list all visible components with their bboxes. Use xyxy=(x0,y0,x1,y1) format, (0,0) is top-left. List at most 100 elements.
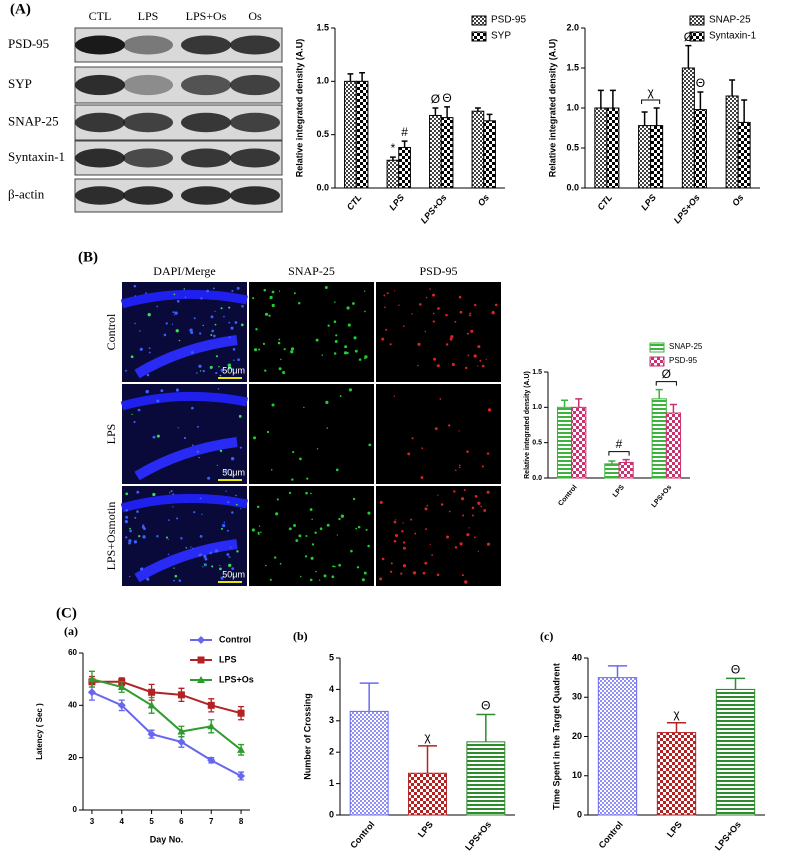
stain-dot xyxy=(395,519,397,521)
error-bar xyxy=(608,460,616,464)
error-bar xyxy=(486,113,493,121)
micrograph xyxy=(249,282,374,382)
stain-dot xyxy=(354,349,358,353)
stain-dot xyxy=(367,511,371,515)
annotation: Θ xyxy=(731,663,740,677)
stain-dot xyxy=(367,544,370,548)
image-column-label: SNAP-25 xyxy=(288,264,335,278)
dapi-band xyxy=(134,335,238,379)
series-line xyxy=(91,691,242,777)
marker xyxy=(147,701,156,709)
bar xyxy=(656,732,697,816)
y-tick-label: 0 xyxy=(73,805,78,814)
stain-dot xyxy=(133,420,136,424)
error-bar xyxy=(725,677,746,690)
stain-dot xyxy=(336,534,338,536)
stain-dot xyxy=(255,328,258,331)
x-tick-label: 7 xyxy=(209,817,214,826)
stain-dot xyxy=(270,469,273,471)
legend-swatch xyxy=(649,342,665,353)
y-tick-label: 0.5 xyxy=(316,129,329,139)
stain-dot xyxy=(228,563,232,568)
error-bar xyxy=(607,665,628,678)
stain-dot xyxy=(459,310,463,314)
stain-dot xyxy=(304,555,308,558)
stain-dot xyxy=(315,570,317,573)
stain-dot xyxy=(303,406,305,409)
stain-dot xyxy=(199,534,203,538)
dapi-band xyxy=(134,539,238,583)
stain-dot xyxy=(235,503,238,506)
y-tick-label: 1.0 xyxy=(316,76,329,86)
stain-dot xyxy=(227,501,230,504)
stain-dot xyxy=(466,533,470,537)
stain-dot xyxy=(214,323,217,326)
bar xyxy=(594,107,608,189)
y-tick-label: 1.0 xyxy=(566,102,579,112)
stain-dot xyxy=(357,525,361,529)
stain-dot xyxy=(480,505,483,508)
stain-dot xyxy=(220,527,223,530)
error-bar xyxy=(685,44,692,68)
stain-dot xyxy=(365,528,368,531)
stain-dot xyxy=(173,314,175,316)
stain-dot xyxy=(309,508,313,511)
annotation: Θ xyxy=(442,91,451,105)
bar xyxy=(440,117,454,189)
stain-dot xyxy=(138,535,141,538)
annotation: χ xyxy=(424,730,431,744)
stain-dot xyxy=(486,452,490,455)
marker xyxy=(87,675,96,683)
legend-label: Control xyxy=(219,634,251,644)
stain-dot xyxy=(314,531,317,534)
stain-dot xyxy=(176,517,179,520)
stain-dot xyxy=(256,505,260,509)
stain-dot xyxy=(297,302,301,305)
stain-dot xyxy=(173,567,175,569)
error-bar xyxy=(444,106,451,118)
y-tick-label: 0 xyxy=(329,809,334,819)
stain-dot xyxy=(219,449,223,453)
stain-dot xyxy=(222,523,226,528)
stain-dot xyxy=(383,294,386,297)
blot-band xyxy=(181,148,231,168)
stain-dot xyxy=(176,299,180,303)
bar xyxy=(693,109,707,189)
bar xyxy=(386,159,400,189)
stain-dot xyxy=(310,492,312,495)
stain-dot xyxy=(198,553,202,557)
stain-dot xyxy=(191,351,194,354)
y-tick-label: 0 xyxy=(577,809,582,819)
stain-dot xyxy=(202,369,205,373)
stain-dot xyxy=(384,306,386,309)
stain-dot xyxy=(209,551,213,555)
stain-dot xyxy=(364,355,368,359)
x-tick-label: 5 xyxy=(149,817,154,826)
stain-dot xyxy=(379,500,383,504)
dapi-band xyxy=(120,289,248,309)
legend-swatch xyxy=(689,31,705,42)
marker xyxy=(148,688,156,696)
stain-dot xyxy=(448,510,451,513)
y-tick-label: 60 xyxy=(68,648,77,657)
legend-swatch xyxy=(649,356,665,367)
micrograph xyxy=(376,384,501,484)
error-bar xyxy=(609,89,616,108)
stain-dot xyxy=(445,313,448,317)
stain-dot xyxy=(411,437,414,440)
stain-dot xyxy=(293,523,297,527)
stain-dot xyxy=(260,531,262,533)
stain-dot xyxy=(346,351,349,355)
stain-dot xyxy=(350,549,353,553)
stain-dot xyxy=(288,527,292,531)
stain-dot xyxy=(445,343,449,346)
stain-dot xyxy=(137,408,141,412)
error-bar xyxy=(474,107,481,112)
stain-dot xyxy=(288,491,292,494)
error-bar xyxy=(401,140,408,148)
stain-dot xyxy=(229,546,232,549)
stain-dot xyxy=(271,290,275,294)
stain-dot xyxy=(290,347,295,351)
stain-dot xyxy=(394,533,399,538)
